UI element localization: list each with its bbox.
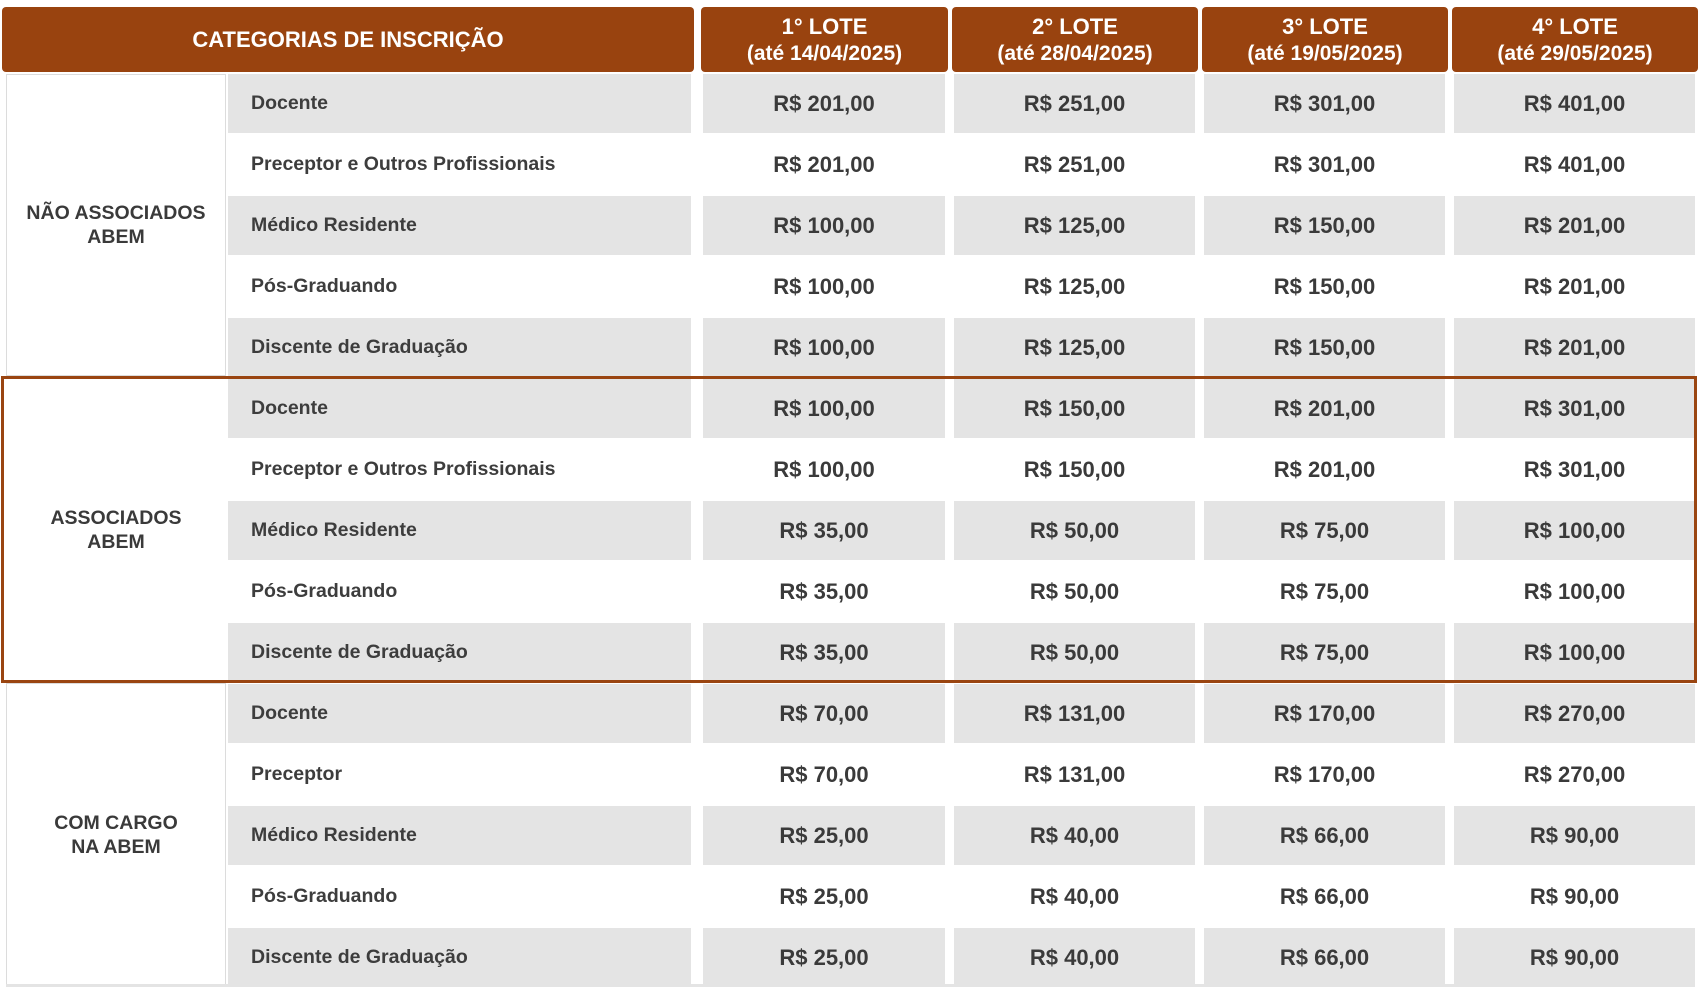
price-cell-lot-2: R$ 251,00	[954, 74, 1195, 133]
lot-4-deadline: (até 29/05/2025)	[1497, 41, 1653, 65]
price-cell-lot-3: R$ 170,00	[1204, 684, 1445, 743]
price-cell-lot-2: R$ 40,00	[954, 806, 1195, 865]
price-cell-lot-1: R$ 70,00	[703, 684, 945, 743]
price-cell-lot-2: R$ 125,00	[1023, 273, 1126, 299]
price-cell-lot-3: R$ 66,00	[1204, 806, 1445, 865]
price-cell-lot-1: R$ 70,00	[779, 761, 869, 787]
lot-1-deadline: (até 14/04/2025)	[746, 41, 903, 65]
row-category-label: Docente	[228, 379, 691, 438]
price-cell-lot-2: R$ 40,00	[954, 928, 1195, 987]
group-com-cargo: COM CARGO NA ABEM	[6, 683, 226, 986]
price-cell-lot-1: R$ 35,00	[779, 578, 869, 604]
group-label-line2: ABEM	[87, 530, 145, 553]
price-cell-lot-1: R$ 100,00	[703, 318, 945, 377]
group-label-line1: COM CARGO	[54, 811, 178, 834]
price-cell-lot-1: R$ 100,00	[703, 196, 945, 255]
price-cell-lot-4: R$ 270,00	[1523, 761, 1626, 787]
header-lot-4: 4° LOTE (até 29/05/2025)	[1452, 7, 1698, 72]
group-label-line2: NA ABEM	[71, 835, 161, 858]
price-cell-lot-3: R$ 150,00	[1204, 196, 1445, 255]
price-cell-lot-1: R$ 100,00	[773, 273, 875, 299]
price-cell-lot-2: R$ 125,00	[954, 318, 1195, 377]
price-cell-lot-4: R$ 401,00	[1454, 74, 1695, 133]
lot-1-name: 1° LOTE	[781, 13, 868, 39]
price-cell-lot-4: R$ 301,00	[1523, 456, 1626, 482]
price-cell-lot-2: R$ 40,00	[1029, 883, 1120, 909]
row-category-label: Preceptor	[251, 763, 343, 785]
lot-3-name: 3° LOTE	[1282, 13, 1368, 39]
price-cell-lot-3: R$ 66,00	[1204, 928, 1445, 987]
lot-4-name: 4° LOTE	[1532, 13, 1618, 39]
price-cell-lot-3: R$ 75,00	[1204, 623, 1445, 682]
price-cell-lot-3: R$ 75,00	[1204, 501, 1445, 560]
price-cell-lot-1: R$ 201,00	[703, 74, 945, 133]
row-category-label: Pós-Graduando	[251, 580, 398, 602]
lot-2-name: 2° LOTE	[1032, 13, 1118, 39]
price-cell-lot-4: R$ 270,00	[1454, 684, 1695, 743]
row-category-label: Preceptor e Outros Profissionais	[251, 153, 556, 175]
row-category-label: Docente	[228, 684, 691, 743]
row-category-label: Pós-Graduando	[251, 885, 398, 907]
price-cell-lot-2: R$ 131,00	[954, 684, 1195, 743]
price-cell-lot-3: R$ 75,00	[1279, 578, 1370, 604]
price-cell-lot-1: R$ 100,00	[703, 379, 945, 438]
lot-2-deadline: (até 28/04/2025)	[997, 41, 1153, 65]
price-cell-lot-4: R$ 100,00	[1454, 623, 1695, 682]
price-cell-lot-4: R$ 401,00	[1523, 151, 1626, 177]
price-cell-lot-2: R$ 50,00	[954, 501, 1195, 560]
price-cell-lot-3: R$ 150,00	[1204, 318, 1445, 377]
price-cell-lot-4: R$ 90,00	[1529, 883, 1620, 909]
price-cell-lot-4: R$ 201,00	[1454, 318, 1695, 377]
price-cell-lot-2: R$ 150,00	[954, 379, 1195, 438]
price-cell-lot-3: R$ 170,00	[1273, 761, 1376, 787]
row-category-label: Pós-Graduando	[251, 275, 398, 297]
price-cell-lot-2: R$ 50,00	[1029, 578, 1120, 604]
header-lot-3: 3° LOTE (até 19/05/2025)	[1202, 7, 1448, 72]
row-category-label: Médico Residente	[228, 501, 691, 560]
price-cell-lot-3: R$ 66,00	[1279, 883, 1370, 909]
price-cell-lot-4: R$ 201,00	[1454, 196, 1695, 255]
header-lot-1: 1° LOTE (até 14/04/2025)	[701, 7, 948, 72]
price-cell-lot-1: R$ 25,00	[703, 928, 945, 987]
price-cell-lot-2: R$ 125,00	[954, 196, 1195, 255]
price-cell-lot-4: R$ 90,00	[1454, 928, 1695, 987]
price-cell-lot-2: R$ 131,00	[1023, 761, 1126, 787]
price-cell-lot-1: R$ 201,00	[773, 151, 875, 177]
price-cell-lot-1: R$ 25,00	[779, 883, 869, 909]
row-category-label: Discente de Graduação	[228, 318, 691, 377]
row-category-label: Discente de Graduação	[228, 928, 691, 987]
price-cell-lot-3: R$ 150,00	[1273, 273, 1376, 299]
price-cell-lot-4: R$ 301,00	[1454, 379, 1695, 438]
row-category-label: Docente	[228, 74, 691, 133]
price-cell-lot-4: R$ 100,00	[1523, 578, 1626, 604]
price-cell-lot-2: R$ 150,00	[1023, 456, 1126, 482]
price-cell-lot-4: R$ 100,00	[1454, 501, 1695, 560]
header-lot-2: 2° LOTE (até 28/04/2025)	[952, 7, 1198, 72]
group-label-line1: NÃO ASSOCIADOS	[26, 202, 206, 224]
price-cell-lot-4: R$ 90,00	[1454, 806, 1695, 865]
price-cell-lot-3: R$ 201,00	[1273, 456, 1376, 482]
group-label-line1: ASSOCIADOS	[50, 506, 182, 529]
price-cell-lot-1: R$ 35,00	[703, 623, 945, 682]
price-cell-lot-3: R$ 301,00	[1204, 74, 1445, 133]
price-cell-lot-3: R$ 301,00	[1273, 151, 1376, 177]
group-label-line2: ABEM	[87, 226, 145, 248]
table-bottom-border	[6, 984, 1692, 987]
header-categories: CATEGORIAS DE INSCRIÇÃO	[2, 7, 694, 72]
group-nao-associados: NÃO ASSOCIADOS ABEM	[6, 74, 226, 376]
price-cell-lot-1: R$ 100,00	[773, 456, 875, 482]
lot-3-deadline: (até 19/05/2025)	[1247, 41, 1403, 65]
row-category-label: Médico Residente	[228, 196, 691, 255]
row-category-label: Médico Residente	[228, 806, 691, 865]
row-category-label: Preceptor e Outros Profissionais	[251, 458, 556, 480]
price-cell-lot-1: R$ 35,00	[703, 501, 945, 560]
row-category-label: Discente de Graduação	[228, 623, 691, 682]
price-cell-lot-2: R$ 251,00	[1023, 151, 1126, 177]
header-categories-label: CATEGORIAS DE INSCRIÇÃO	[192, 27, 504, 52]
price-cell-lot-2: R$ 50,00	[954, 623, 1195, 682]
price-cell-lot-4: R$ 201,00	[1523, 273, 1626, 299]
price-cell-lot-1: R$ 25,00	[703, 806, 945, 865]
group-associados: ASSOCIADOS ABEM	[6, 378, 226, 681]
price-cell-lot-3: R$ 201,00	[1204, 379, 1445, 438]
